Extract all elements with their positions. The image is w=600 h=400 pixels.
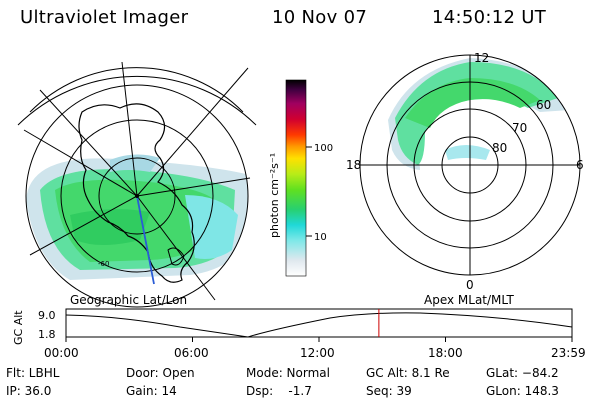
instrument-title: Ultraviolet Imager (20, 7, 189, 28)
magnetic-map: 12 18 6 0 60 70 80 (346, 51, 584, 292)
colorbar-tick-label-10: 10 (314, 232, 327, 243)
altitude-plot-frame (65, 308, 573, 338)
mlt-label-6: 6 (576, 158, 584, 172)
coastline (78, 103, 195, 283)
altitude-curve (65, 312, 573, 338)
colorbar: 100 10 photon cm⁻²s⁻¹ (268, 79, 333, 277)
status-seq: Seq: 39 (366, 384, 412, 398)
mag-panel-label: Apex MLat/MLT (424, 293, 514, 307)
geo-emission-image (26, 85, 248, 307)
status-filter: Flt: LBHL (6, 366, 60, 380)
x-tick-label-0600: 06:00 (174, 346, 209, 360)
altitude-plot: 9.0 1.8 GC Alt (12, 308, 573, 345)
mlat-label-80: 80 (492, 141, 507, 155)
altitude-y-label: GC Alt (12, 310, 25, 345)
status-gain: Gain: 14 (126, 384, 177, 398)
colorbar-tick-label-100: 100 (314, 143, 333, 154)
geographic-map: -60 (17, 61, 257, 308)
status-glon: GLon: 148.3 (486, 384, 559, 398)
geo-meridians (23, 61, 251, 301)
status-dsp: Dsp: -1.7 (246, 384, 312, 398)
x-tick-label-1200: 12:00 (300, 346, 335, 360)
x-tick-label-2359: 23:59 (551, 346, 586, 360)
status-gc-alt: GC Alt: 8.1 Re (366, 366, 450, 380)
mlt-label-0: 0 (466, 278, 474, 292)
status-mode: Mode: Normal (246, 366, 330, 380)
geo-lat-annotation: -60 (98, 260, 109, 268)
status-door: Door: Open (126, 366, 195, 380)
altitude-y-tick-low: 1.8 (38, 328, 56, 341)
status-ip: IP: 36.0 (6, 384, 52, 398)
geo-panel-label: Geographic Lat/Lon (70, 293, 188, 307)
altitude-y-tick-high: 9.0 (38, 309, 56, 322)
x-tick-label-0000: 00:00 (44, 346, 79, 360)
geo-pole-marker (135, 194, 139, 198)
observation-time: 14:50:12 UT (432, 7, 547, 28)
mag-mlt-axes (360, 55, 580, 275)
mlat-label-60: 60 (536, 98, 551, 112)
mlt-label-18: 18 (346, 158, 361, 172)
mlt-label-12: 12 (474, 51, 489, 65)
geo-latitude-grid (17, 67, 257, 308)
sun-meridian-line (136, 195, 155, 285)
mlat-label-70: 70 (512, 121, 527, 135)
x-tick-label-1800: 18:00 (428, 346, 463, 360)
colorbar-gradient (285, 79, 307, 277)
colorbar-unit-label: photon cm⁻²s⁻¹ (268, 153, 281, 238)
status-glat: GLat: −84.2 (486, 366, 559, 380)
observation-date: 10 Nov 07 (272, 7, 368, 28)
coastline-island (167, 247, 185, 266)
